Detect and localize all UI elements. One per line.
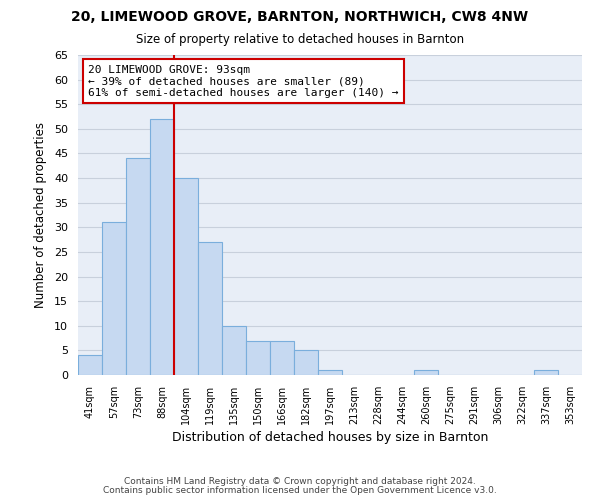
Bar [294,350,318,375]
Bar [270,340,294,375]
Bar [246,340,270,375]
Text: Size of property relative to detached houses in Barnton: Size of property relative to detached ho… [136,32,464,46]
Bar [174,178,198,375]
Bar [414,370,438,375]
Text: Contains HM Land Registry data © Crown copyright and database right 2024.: Contains HM Land Registry data © Crown c… [124,477,476,486]
Bar [534,370,558,375]
X-axis label: Distribution of detached houses by size in Barnton: Distribution of detached houses by size … [172,431,488,444]
Bar [102,222,126,375]
Bar [78,356,102,375]
Bar [222,326,246,375]
Bar [198,242,222,375]
Text: 20, LIMEWOOD GROVE, BARNTON, NORTHWICH, CW8 4NW: 20, LIMEWOOD GROVE, BARNTON, NORTHWICH, … [71,10,529,24]
Text: Contains public sector information licensed under the Open Government Licence v3: Contains public sector information licen… [103,486,497,495]
Y-axis label: Number of detached properties: Number of detached properties [34,122,47,308]
Bar [150,119,174,375]
Bar [318,370,342,375]
Text: 20 LIMEWOOD GROVE: 93sqm
← 39% of detached houses are smaller (89)
61% of semi-d: 20 LIMEWOOD GROVE: 93sqm ← 39% of detach… [88,64,398,98]
Bar [126,158,150,375]
